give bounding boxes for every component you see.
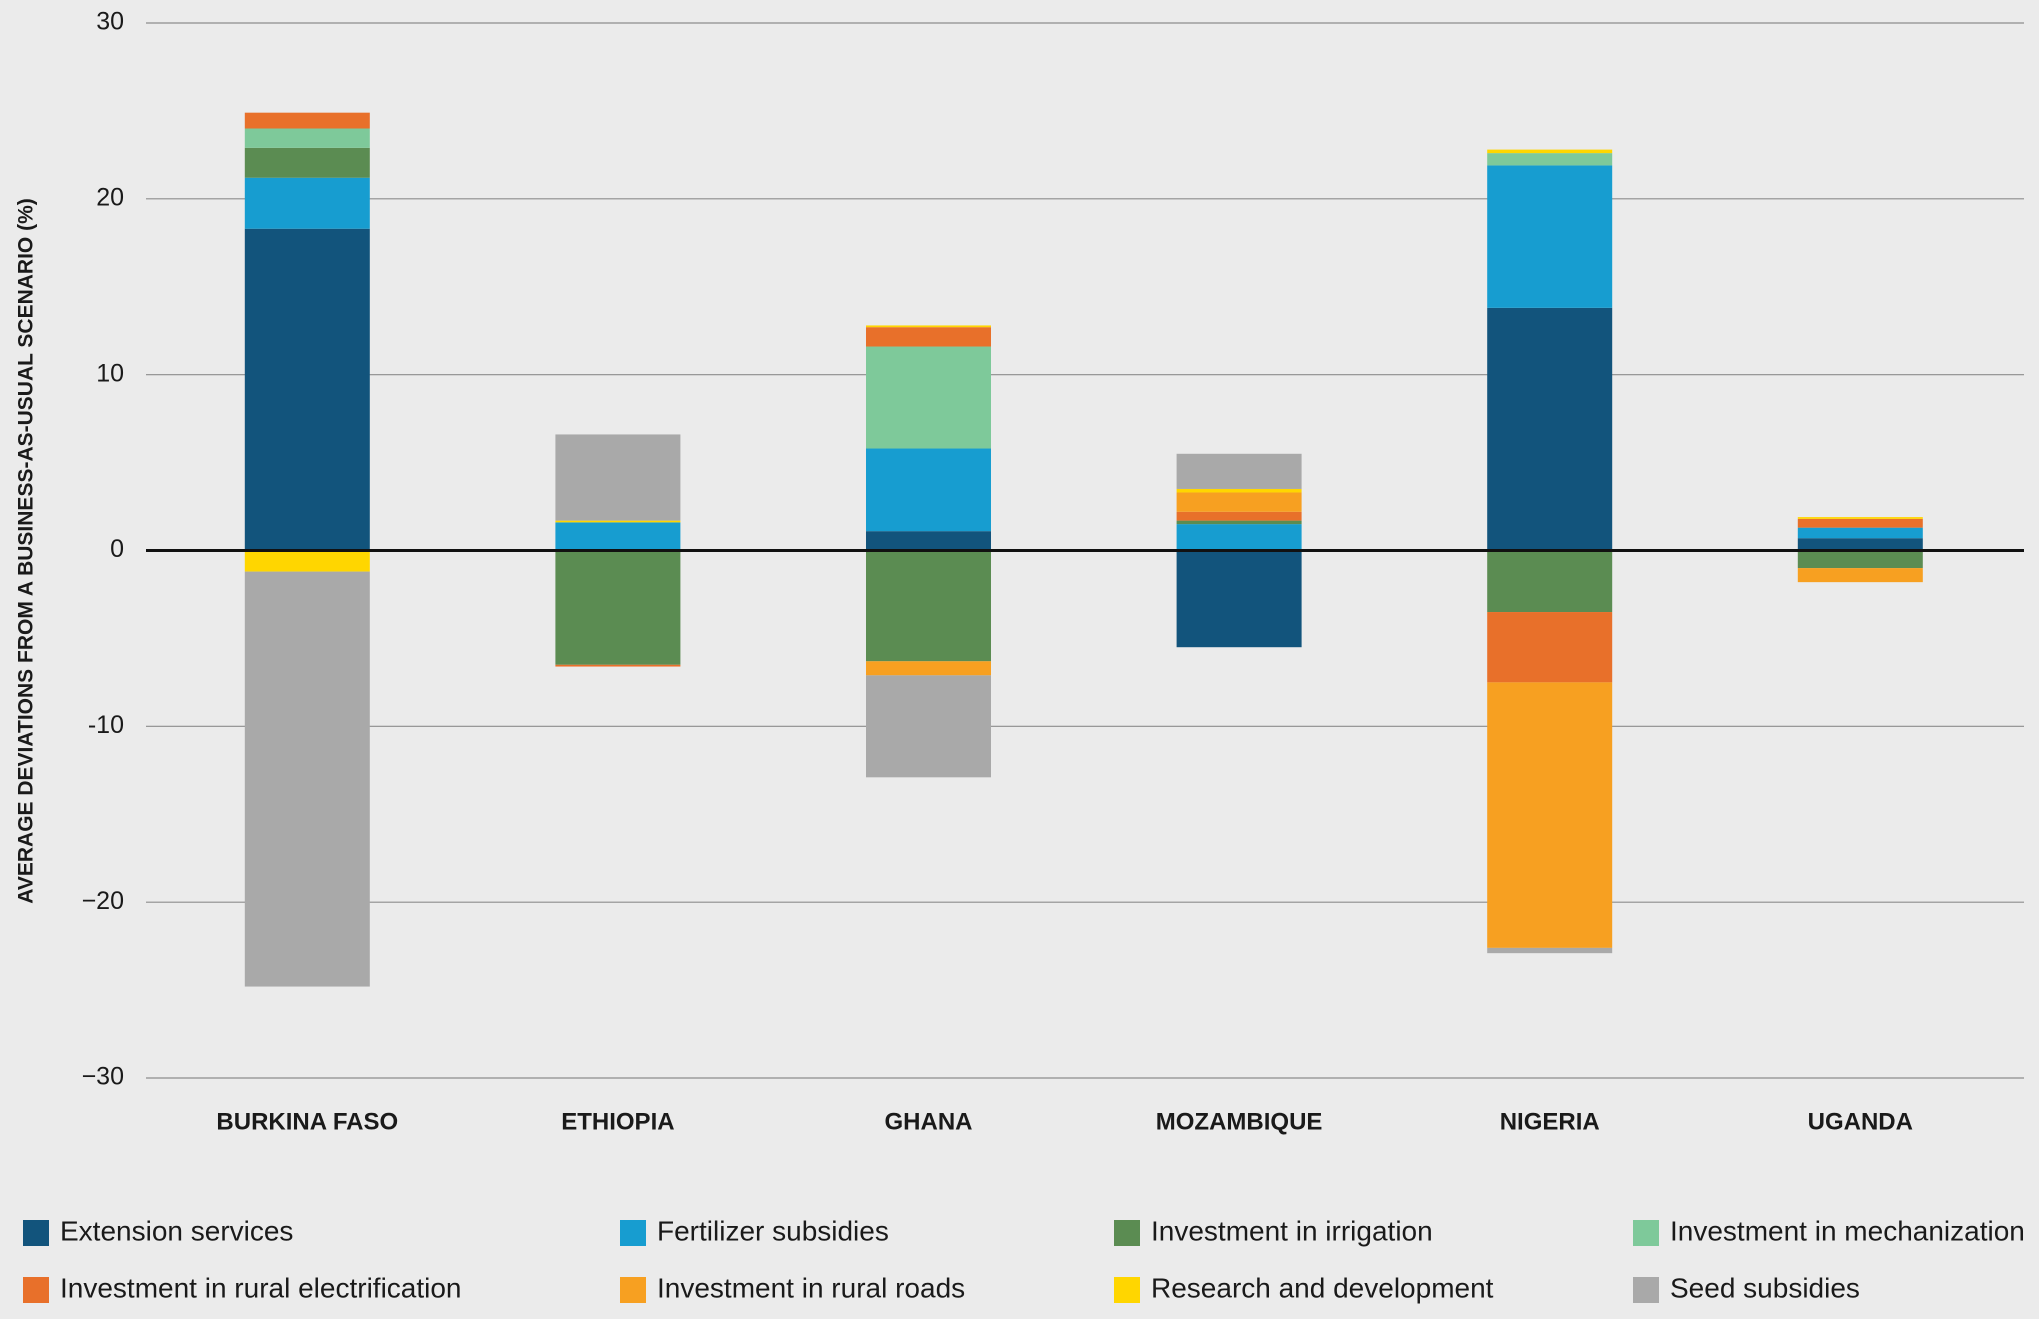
legend-label: Investment in mechanization — [1670, 1215, 2025, 1246]
bar-segment — [1797, 527, 1923, 539]
bar-segment — [244, 550, 370, 572]
bar-segment — [1176, 492, 1302, 512]
bar-segment — [866, 531, 991, 551]
bar-segment — [244, 177, 370, 229]
legend-swatch — [1114, 1220, 1140, 1246]
bar-segment — [1487, 682, 1613, 948]
bar-segment — [244, 571, 370, 987]
y-axis-title: AVERAGE DEVIATIONS FROM A BUSINESS-AS-US… — [15, 198, 38, 904]
bar-segment — [1487, 149, 1613, 154]
bar-segment — [1176, 550, 1302, 648]
bar-segment — [866, 550, 991, 662]
legend-swatch — [620, 1277, 646, 1303]
bar-segment — [555, 664, 681, 667]
legend-swatch — [620, 1220, 646, 1246]
bar-segment — [866, 675, 991, 778]
x-tick-label: GHANA — [885, 1108, 973, 1135]
bar-segment — [244, 228, 370, 551]
bar-segment — [244, 128, 370, 148]
legend-swatch — [1633, 1277, 1659, 1303]
y-tick-label: 10 — [96, 359, 124, 387]
bar-segment — [1487, 153, 1613, 166]
bar-segment — [1176, 520, 1302, 525]
bar-segment — [1487, 612, 1613, 683]
y-tick-label: -10 — [88, 711, 124, 739]
bar-segment — [1487, 550, 1613, 613]
bar-segment — [866, 346, 991, 449]
bar-segment — [1487, 307, 1613, 551]
legend-label: Research and development — [1151, 1272, 1494, 1303]
bar-segment — [1797, 568, 1923, 583]
x-tick-label: ETHIOPIA — [561, 1108, 674, 1135]
bar-segment — [866, 661, 991, 676]
bar-segment — [1797, 517, 1923, 519]
bar-segment — [866, 327, 991, 347]
bar-segment — [1797, 550, 1923, 569]
legend-label: Investment in rural roads — [657, 1272, 965, 1303]
bar-segment — [555, 434, 681, 521]
bar-segment — [244, 112, 370, 129]
bar-segment — [555, 522, 681, 551]
y-tick-label: 0 — [110, 535, 124, 563]
bar-segment — [244, 147, 370, 178]
legend-swatch — [23, 1220, 49, 1246]
bar-segment — [866, 448, 991, 532]
legend-swatch — [1633, 1220, 1659, 1246]
legend-swatch — [23, 1277, 49, 1303]
legend-label: Investment in irrigation — [1151, 1215, 1433, 1246]
x-tick-label: MOZAMBIQUE — [1156, 1108, 1323, 1135]
legend-label: Extension services — [60, 1215, 293, 1246]
bar-segment — [1797, 538, 1923, 551]
legend-label: Investment in rural electrification — [60, 1272, 462, 1303]
x-tick-label: UGANDA — [1808, 1108, 1913, 1135]
legend-label: Seed subsidies — [1670, 1272, 1860, 1303]
bar-segment — [866, 325, 991, 328]
x-tick-label: BURKINA FASO — [216, 1108, 398, 1135]
y-tick-label: −20 — [82, 887, 124, 915]
bar-segment — [555, 520, 681, 523]
bar-segment — [1176, 488, 1302, 493]
legend-label: Fertilizer subsidies — [657, 1215, 889, 1246]
bar-segment — [1176, 453, 1302, 489]
y-tick-label: 20 — [96, 183, 124, 211]
bar-segment — [1176, 511, 1302, 521]
bar-segment — [555, 550, 681, 665]
x-tick-label: NIGERIA — [1500, 1108, 1600, 1135]
bar-segment — [1487, 165, 1613, 308]
bar-segment — [1487, 947, 1613, 954]
y-tick-label: −30 — [82, 1063, 124, 1091]
y-tick-label: 30 — [96, 8, 124, 36]
legend-swatch — [1114, 1277, 1140, 1303]
bar-segment — [1176, 524, 1302, 551]
bar-segment — [1797, 518, 1923, 528]
